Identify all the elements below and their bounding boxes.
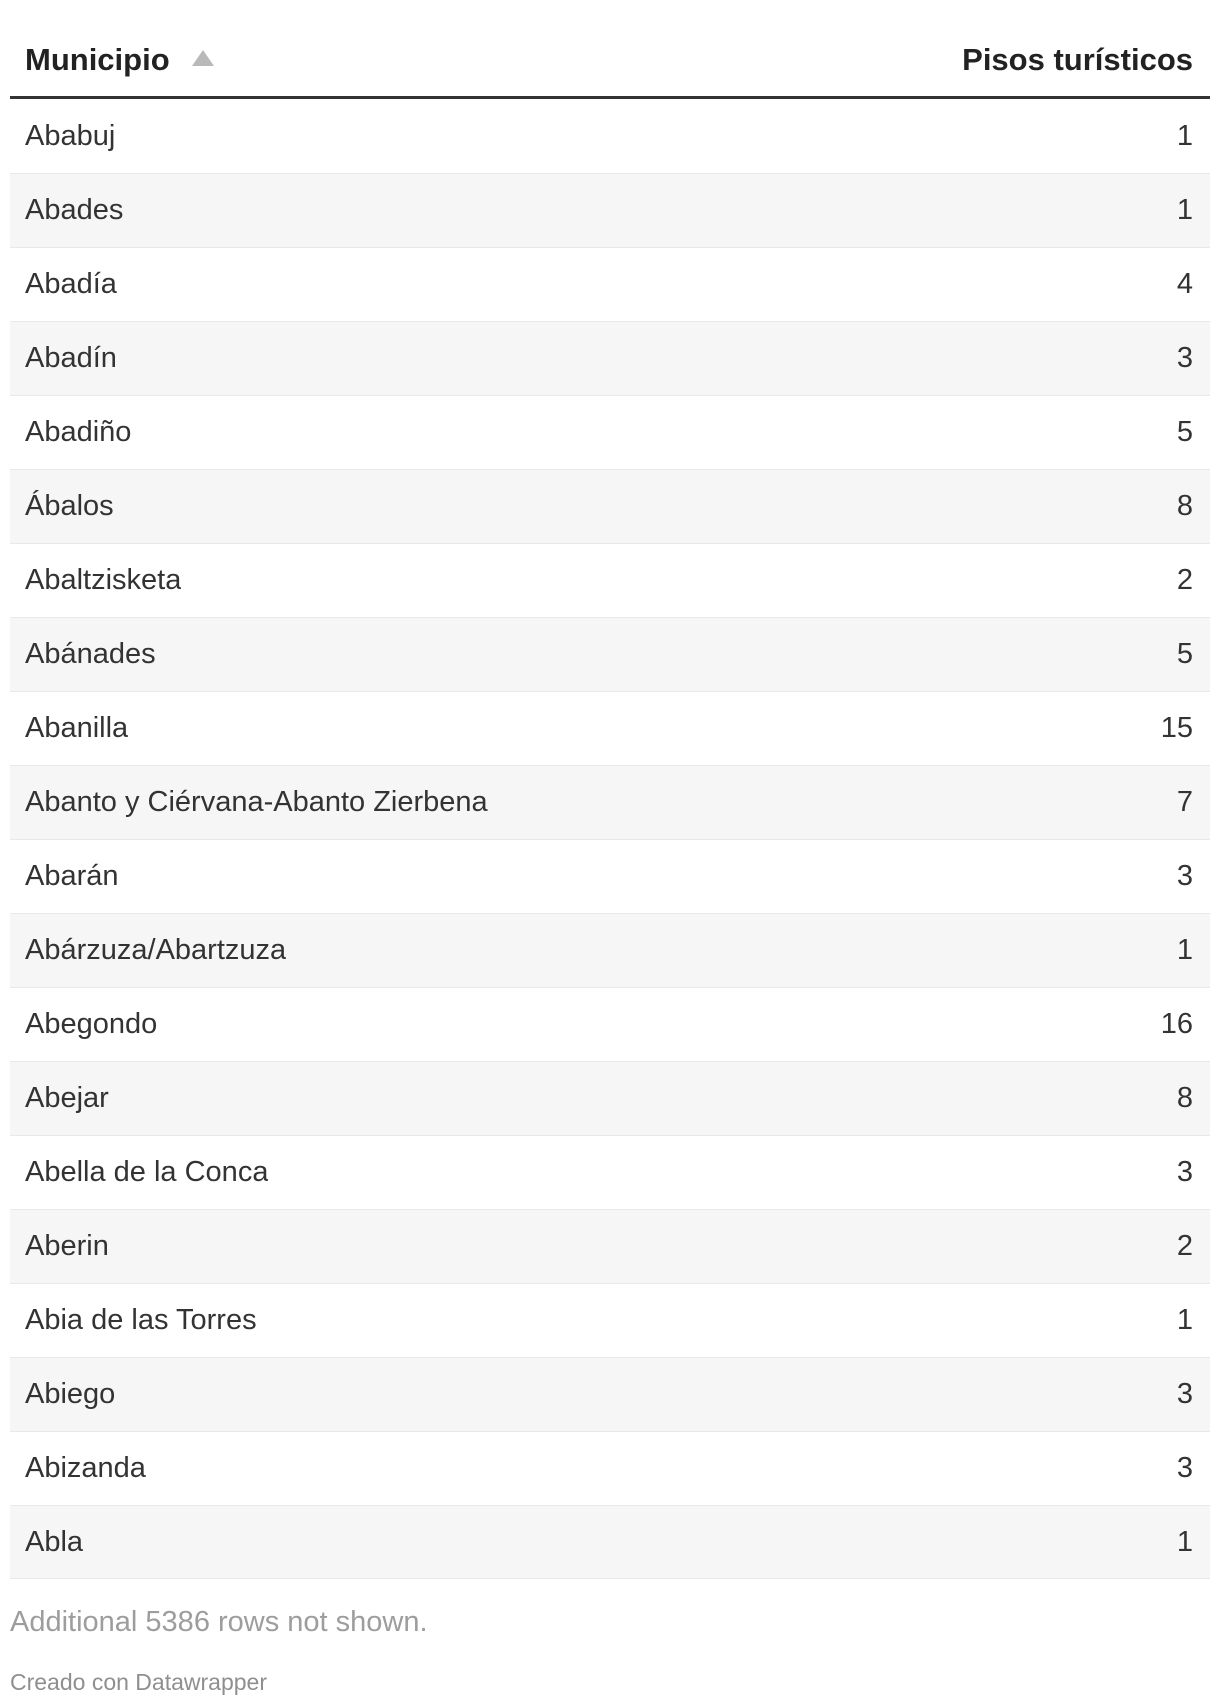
value-cell: 7 [1176,786,1193,818]
table-body: Ababuj 1 Abades 1 Abadía 4 Abadín 3 Abad… [10,99,1210,1579]
table-row: Abánades 5 [10,617,1210,691]
value-cell: 1 [1176,934,1193,966]
municipio-cell: Abia de las Torres [25,1304,257,1336]
municipio-cell: Abánades [25,638,156,670]
municipio-cell: Abadía [25,268,117,300]
value-cell: 1 [1176,194,1193,226]
value-cell: 1 [1176,119,1193,152]
table-row: Abades 1 [10,173,1210,247]
table-row: Abla 1 [10,1505,1210,1579]
municipio-cell: Abella de la Conca [25,1156,269,1188]
value-cell: 2 [1176,564,1193,596]
municipio-cell: Abadín [25,342,117,374]
municipio-cell: Abaltzisketa [25,564,182,596]
table-row: Aberin 2 [10,1209,1210,1283]
table-row: Abadiño 5 [10,395,1210,469]
municipio-cell: Abizanda [25,1452,146,1484]
municipio-cell: Abarán [25,860,119,892]
table-row: Abegondo 16 [10,987,1210,1061]
municipio-cell: Abadiño [25,416,132,448]
value-cell: 8 [1176,490,1193,522]
value-cell: 8 [1176,1082,1193,1114]
value-cell: 3 [1176,1378,1193,1410]
municipio-cell: Abanto y Ciérvana-Abanto Zierbena [25,786,488,818]
value-cell: 5 [1176,638,1193,670]
table-row: Abarán 3 [10,839,1210,913]
table-row: Abejar 8 [10,1061,1210,1135]
municipio-cell: Abanilla [25,712,129,744]
column-header-municipio[interactable]: Municipio [25,42,214,78]
datawrapper-credit-link[interactable]: Creado con Datawrapper [10,1669,267,1695]
additional-rows-note: Additional 5386 rows not shown. [10,1606,428,1638]
municipio-cell: Abades [25,194,124,226]
value-cell: 1 [1176,1304,1193,1336]
value-cell: 4 [1176,268,1193,300]
municipio-cell: Abegondo [25,1008,158,1040]
municipio-cell: Ababuj [25,119,116,152]
municipio-cell: Ábalos [25,490,114,522]
table-row: Abiego 3 [10,1357,1210,1431]
value-cell: 1 [1176,1525,1193,1558]
value-cell: 5 [1176,416,1193,448]
table-row: Abizanda 3 [10,1431,1210,1505]
sort-ascending-icon [191,49,214,66]
municipios-table: Municipio Pisos turísticos Ababuj 1 Abad… [10,0,1210,1579]
table-row: Abanto y Ciérvana-Abanto Zierbena 7 [10,765,1210,839]
value-cell: 15 [1160,712,1193,744]
value-cell: 3 [1176,342,1193,374]
table-row: Ababuj 1 [10,99,1210,173]
municipio-cell: Abárzuza/Abartzuza [25,934,287,966]
value-cell: 3 [1176,1156,1193,1188]
municipio-cell: Abla [25,1525,84,1558]
table-row: Abia de las Torres 1 [10,1283,1210,1357]
table-row: Abadín 3 [10,321,1210,395]
table-header-row: Municipio Pisos turísticos [10,0,1210,99]
municipio-cell: Aberin [25,1230,109,1262]
table-row: Abaltzisketa 2 [10,543,1210,617]
table-row: Abárzuza/Abartzuza 1 [10,913,1210,987]
municipio-cell: Abiego [25,1378,116,1410]
value-cell: 16 [1160,1008,1193,1040]
table-row: Abanilla 15 [10,691,1210,765]
value-cell: 2 [1176,1230,1193,1262]
table-row: Abella de la Conca 3 [10,1135,1210,1209]
column-header-municipio-label: Municipio [25,42,170,77]
table-row: Abadía 4 [10,247,1210,321]
table-row: Ábalos 8 [10,469,1210,543]
value-cell: 3 [1176,1452,1193,1484]
municipio-cell: Abejar [25,1082,109,1114]
column-header-pisos-turisticos[interactable]: Pisos turísticos [962,42,1193,77]
value-cell: 3 [1176,860,1193,892]
